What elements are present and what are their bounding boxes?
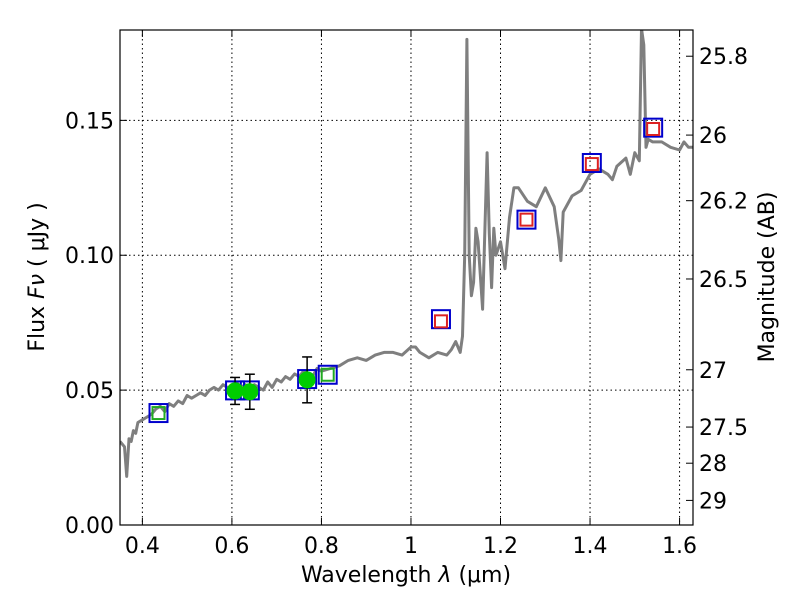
y2-tick-label: 25.8: [699, 45, 748, 70]
y2-tick-label: 28: [699, 452, 727, 477]
x-axis-title: Wavelength λ (μm): [301, 563, 511, 588]
x-tick-label: 1.6: [662, 534, 697, 559]
y-tick-label: 0.05: [65, 379, 114, 404]
y2-tick-label: 27: [699, 359, 727, 384]
observed-flux-point: [226, 382, 244, 400]
model-flux-box-red: [584, 157, 599, 172]
y-tick-label: 0.00: [65, 514, 114, 539]
x-tick-label: 0.4: [125, 534, 160, 559]
x-tick-label: 0.8: [304, 534, 339, 559]
model-flux-box-blue: [148, 403, 169, 424]
photometry-markers: [148, 117, 664, 424]
plot-frame: [119, 29, 694, 526]
model-flux-box-green: [320, 367, 335, 382]
y2-tick-label: 26.5: [699, 268, 748, 293]
y-axis-title: Flux Fν ( μJy ): [25, 202, 50, 351]
grid-lines: [120, 30, 693, 525]
y2-tick-label: 29: [699, 489, 727, 514]
observed-flux-point: [241, 383, 259, 401]
model-flux-box-red: [433, 314, 448, 329]
model-spectrum-line: [120, 30, 693, 478]
model-flux-box-blue: [581, 152, 602, 173]
x-axis-symbol: λ: [437, 563, 451, 588]
y2-tick-label: 26.2: [699, 190, 748, 215]
model-flux-box-blue: [317, 364, 338, 385]
y-tick-label: 0.10: [65, 244, 114, 269]
model-flux-box-blue: [516, 209, 537, 230]
observed-flux-point: [298, 371, 316, 389]
y-tick-label: 0.15: [65, 109, 114, 134]
model-flux-box-red: [646, 122, 661, 136]
y2-axis-title: Magnitude (AB): [755, 192, 780, 363]
model-flux-box-blue: [643, 117, 664, 138]
x-tick-label: 1: [404, 534, 418, 559]
x-tick-label: 0.6: [214, 534, 249, 559]
x-tick-label: 1.2: [483, 534, 518, 559]
y-axis-symbol: Fν: [25, 274, 50, 299]
model-flux-box-red: [519, 212, 534, 227]
x-tick-label: 1.4: [573, 534, 608, 559]
model-flux-box-green: [151, 406, 166, 421]
axis-ticks: 0.4 0.6 0.8 1 1.2 1.4 1.6 0.00 0.05 0.10 0.15 25.8 2…: [65, 30, 748, 559]
y2-tick-label: 26: [699, 124, 727, 149]
y2-tick-label: 27.5: [699, 416, 748, 441]
